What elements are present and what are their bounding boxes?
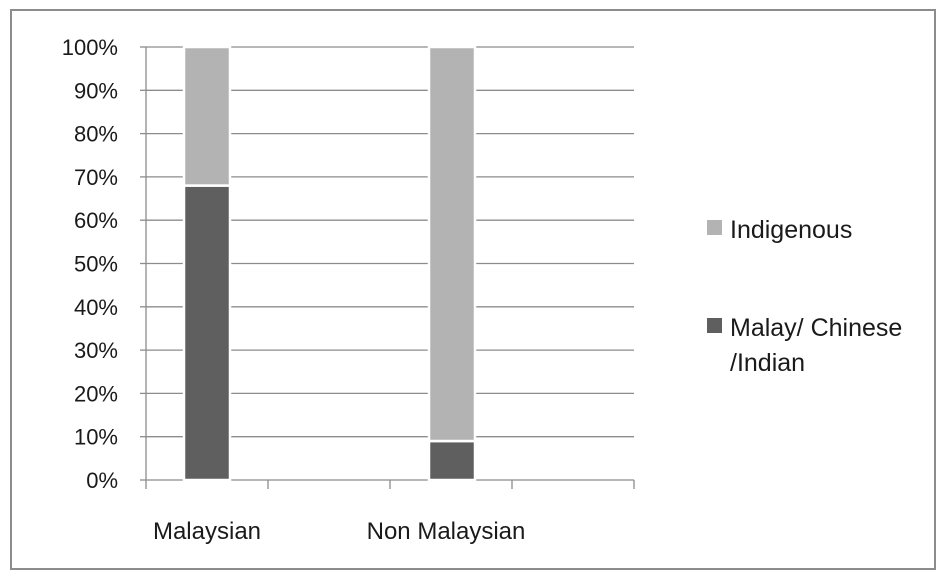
y-tick-label: 90%	[74, 78, 118, 103]
bar-segment	[427, 439, 477, 482]
legend-swatch-malay-chinese-indian	[707, 318, 722, 333]
y-tick-label: 50%	[74, 252, 118, 277]
x-axis: Malaysian Non Malaysian	[145, 479, 635, 545]
legend-label-malay-chinese-indian: Malay/ Chinese	[730, 314, 902, 342]
y-tick-label: 40%	[74, 295, 118, 320]
y-tick-label: 10%	[74, 425, 118, 450]
bar-segment	[182, 45, 232, 187]
y-tick-label: 100%	[62, 35, 118, 60]
y-tick-label: 70%	[74, 165, 118, 190]
legend-label-malay-chinese-indian-line2: /Indian	[730, 349, 805, 377]
y-tick-label: 20%	[74, 381, 118, 406]
bar-segment	[427, 45, 477, 443]
y-tick-label: 60%	[74, 208, 118, 233]
legend-label-indigenous: Indigenous	[730, 216, 852, 244]
legend: Indigenous Malay/ Chinese/Indian	[707, 216, 902, 377]
bar-segment	[182, 184, 232, 482]
y-tick-label: 0%	[86, 468, 118, 493]
legend-swatch-indigenous	[707, 220, 722, 235]
y-tick-label: 80%	[74, 122, 118, 147]
y-axis: 0% 10% 20% 30% 40% 50% 60% 70% 80% 90% 100%	[62, 35, 147, 493]
x-category-label: Non Malaysian	[367, 518, 526, 545]
y-tick-label: 30%	[74, 338, 118, 363]
bars	[182, 45, 477, 482]
x-category-label: Malaysian	[153, 518, 261, 545]
